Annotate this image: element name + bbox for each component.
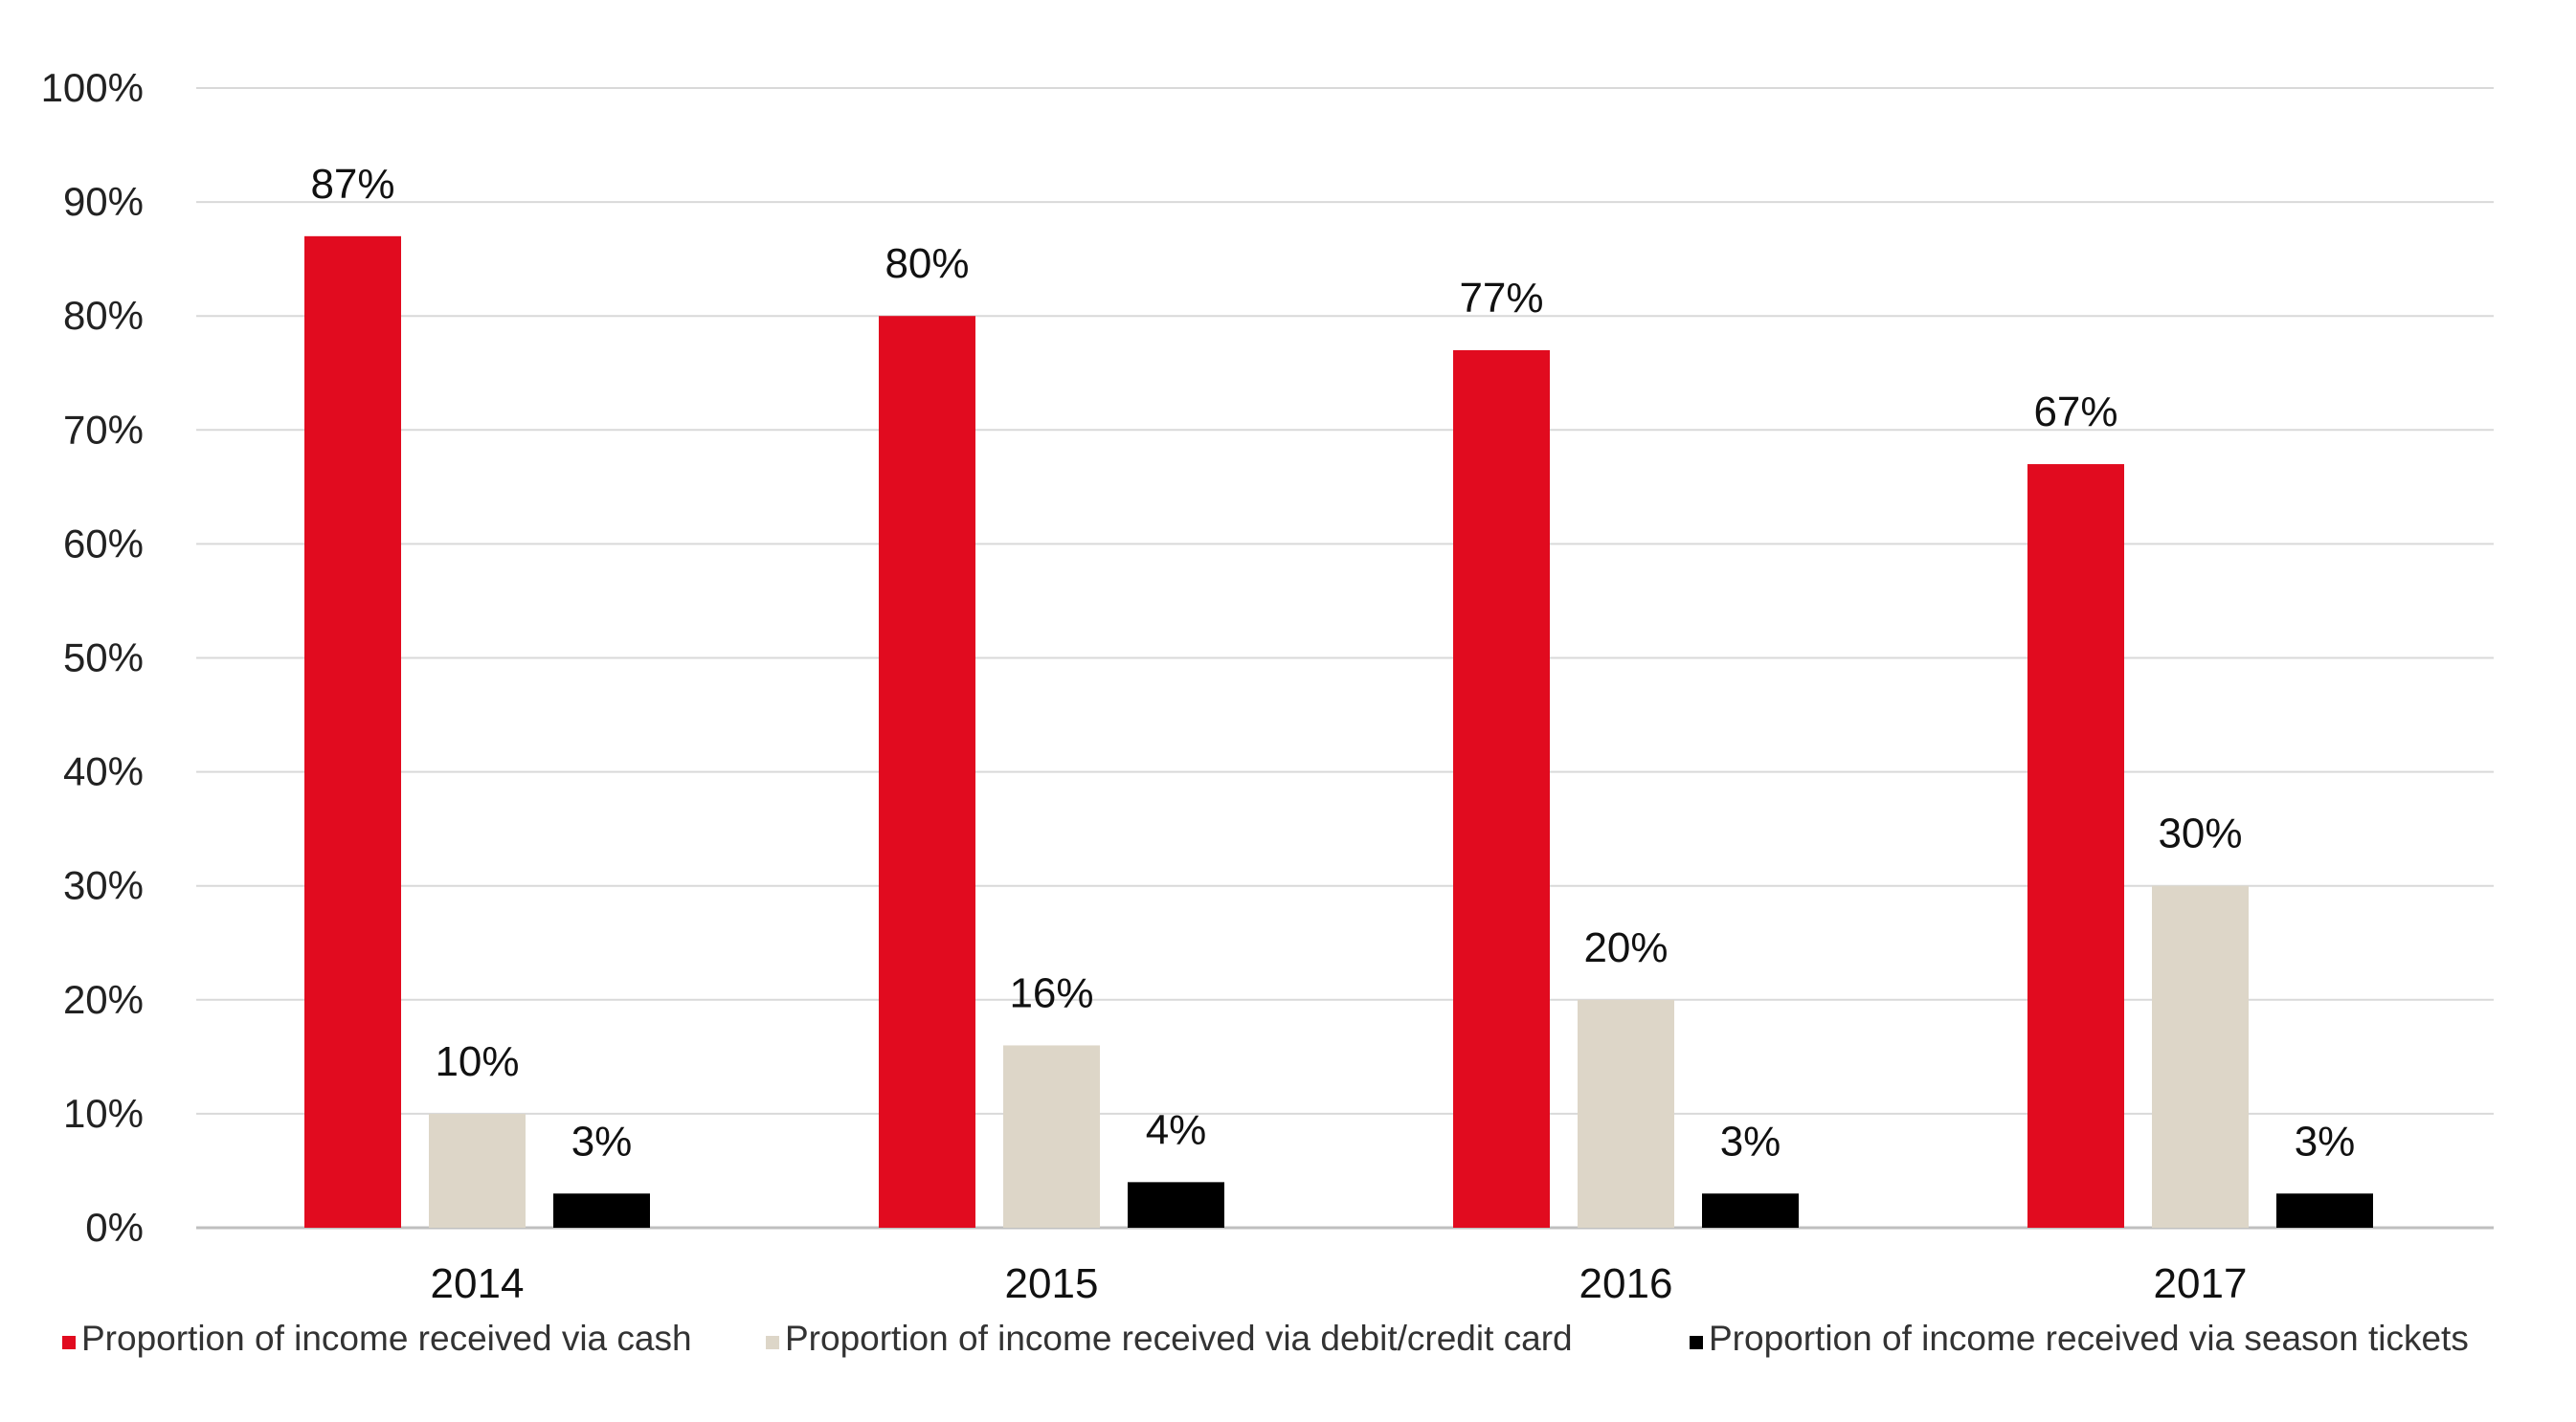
x-tick-label: 2017	[2154, 1260, 2248, 1307]
bar	[2027, 464, 2124, 1228]
data-label: 67%	[2033, 389, 2117, 435]
data-label: 3%	[1720, 1118, 1781, 1165]
bar	[429, 1113, 526, 1228]
y-tick-label: 60%	[63, 521, 144, 566]
legend-label: Proportion of income received via cash	[81, 1319, 692, 1358]
data-label: 4%	[1146, 1106, 1207, 1153]
y-axis-ticks: 0% 10% 20% 30% 40% 50% 60% 70% 80% 90% 100%	[41, 65, 144, 1250]
data-label: 3%	[2295, 1118, 2356, 1165]
x-tick-label: 2016	[1579, 1260, 1673, 1307]
y-tick-label: 30%	[63, 863, 144, 908]
data-label: 20%	[1583, 924, 1668, 971]
bar	[1702, 1193, 1799, 1228]
y-tick-label: 70%	[63, 407, 144, 452]
data-label: 16%	[1009, 969, 1093, 1016]
bar	[553, 1193, 650, 1228]
legend-swatch	[62, 1336, 76, 1349]
legend-swatch	[766, 1336, 779, 1349]
legend-item: Proportion of income received via debit/…	[766, 1319, 1573, 1358]
bar	[304, 235, 401, 1229]
data-label: 3%	[571, 1118, 633, 1165]
y-tick-label: 50%	[63, 635, 144, 680]
bar	[1453, 349, 1550, 1228]
y-tick-label: 0%	[85, 1205, 144, 1250]
data-labels: 87% 10% 3% 80% 16% 4% 77% 20% 3% 67% 30% 3%	[310, 161, 2355, 1165]
gridlines	[196, 87, 2494, 1230]
bar	[1128, 1182, 1224, 1228]
bar	[2152, 885, 2249, 1228]
legend-item: Proportion of income received via season…	[1690, 1319, 2469, 1358]
y-tick-label: 80%	[63, 293, 144, 338]
data-label: 80%	[885, 240, 969, 287]
data-label: 10%	[435, 1038, 519, 1085]
legend-swatch	[1690, 1336, 1703, 1349]
x-axis-ticks: 2014 2015 2016 2017	[431, 1260, 2248, 1307]
data-label: 77%	[1459, 275, 1543, 322]
bars	[304, 235, 2373, 1229]
bar	[2276, 1193, 2373, 1228]
y-tick-label: 10%	[63, 1091, 144, 1136]
y-tick-label: 90%	[63, 179, 144, 224]
y-tick-label: 20%	[63, 977, 144, 1022]
legend-label: Proportion of income received via debit/…	[785, 1319, 1573, 1358]
data-label: 30%	[2158, 811, 2242, 857]
legend: Proportion of income received via cash Pr…	[62, 1319, 2469, 1358]
x-tick-label: 2014	[431, 1260, 525, 1307]
y-tick-label: 100%	[41, 65, 144, 110]
bar	[1578, 999, 1674, 1228]
bar	[879, 316, 975, 1228]
data-label: 87%	[310, 161, 394, 208]
legend-item: Proportion of income received via cash	[62, 1319, 692, 1358]
legend-label: Proportion of income received via season…	[1709, 1319, 2469, 1358]
y-tick-label: 40%	[63, 749, 144, 794]
bar	[1003, 1045, 1100, 1228]
x-tick-label: 2015	[1005, 1260, 1099, 1307]
